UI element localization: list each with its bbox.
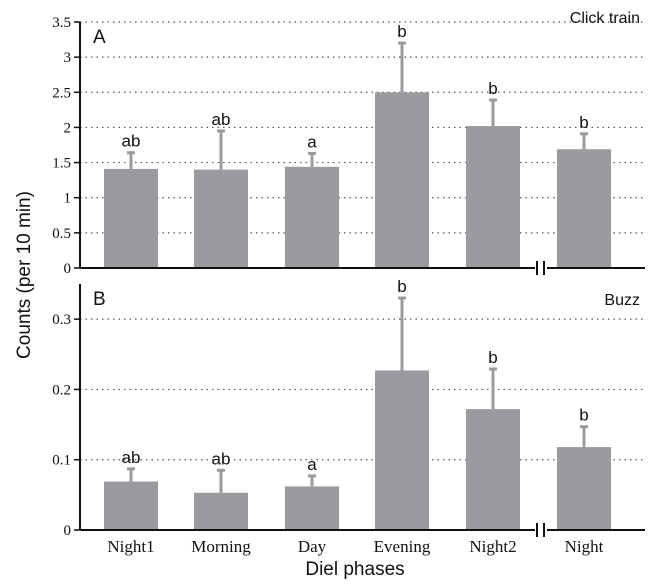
significance-label: ab — [212, 110, 231, 129]
significance-label: b — [579, 113, 588, 132]
y-tick-label: 2.5 — [52, 85, 71, 101]
significance-label: b — [397, 277, 406, 296]
x-tick-label: Night — [565, 537, 604, 556]
bar-evening — [375, 92, 429, 269]
y-tick-label: 0.1 — [52, 453, 71, 469]
x-tick-labels: Night1 Morning Day Evening Night2 Night — [107, 537, 603, 556]
panel-label: A — [93, 27, 106, 48]
bar-night1 — [104, 481, 158, 530]
y-tick-label: 2 — [64, 120, 72, 136]
x-tick-label: Evening — [374, 537, 431, 556]
x-tick-label: Morning — [191, 537, 251, 556]
y-tick-label: 0.5 — [52, 226, 71, 242]
x-axis-label: Diel phases — [305, 559, 404, 580]
bar-morning — [194, 492, 248, 530]
bar-night2 — [466, 409, 520, 530]
x-tick-label: Night2 — [469, 537, 516, 556]
y-tick-label: 3.5 — [52, 15, 71, 31]
significance-label: b — [579, 406, 588, 425]
significance-label: b — [397, 22, 406, 41]
bar-evening — [375, 370, 429, 530]
panel-subtitle: Buzz — [604, 292, 640, 309]
y-axis-label: Counts (per 10 min) — [14, 191, 35, 359]
y-tick-label: 3 — [64, 50, 72, 66]
bar-day — [285, 486, 339, 530]
bar-night — [557, 447, 611, 530]
significance-label: a — [307, 132, 317, 151]
significance-label: ab — [122, 132, 141, 151]
significance-label: b — [488, 348, 497, 367]
panel-subtitle: Click train — [570, 10, 640, 27]
y-tick-label: 1.5 — [52, 156, 71, 172]
bar-night2 — [466, 126, 520, 268]
significance-label: ab — [212, 449, 231, 468]
bar-morning — [194, 169, 248, 268]
y-tick-label: 0 — [64, 261, 72, 277]
x-tick-label: Day — [298, 537, 327, 556]
significance-label: ab — [122, 448, 141, 467]
significance-label: b — [488, 79, 497, 98]
significance-label: a — [307, 455, 317, 474]
y-tick-label: 0.2 — [52, 382, 71, 398]
bar-day — [285, 166, 339, 268]
bar-night1 — [104, 168, 158, 268]
bar-night — [557, 149, 611, 268]
y-tick-label: 0.3 — [52, 312, 71, 328]
y-tick-label: 1 — [64, 191, 72, 207]
panel-label: B — [93, 289, 106, 310]
x-tick-label: Night1 — [107, 537, 154, 556]
y-tick-label: 0 — [64, 523, 72, 539]
